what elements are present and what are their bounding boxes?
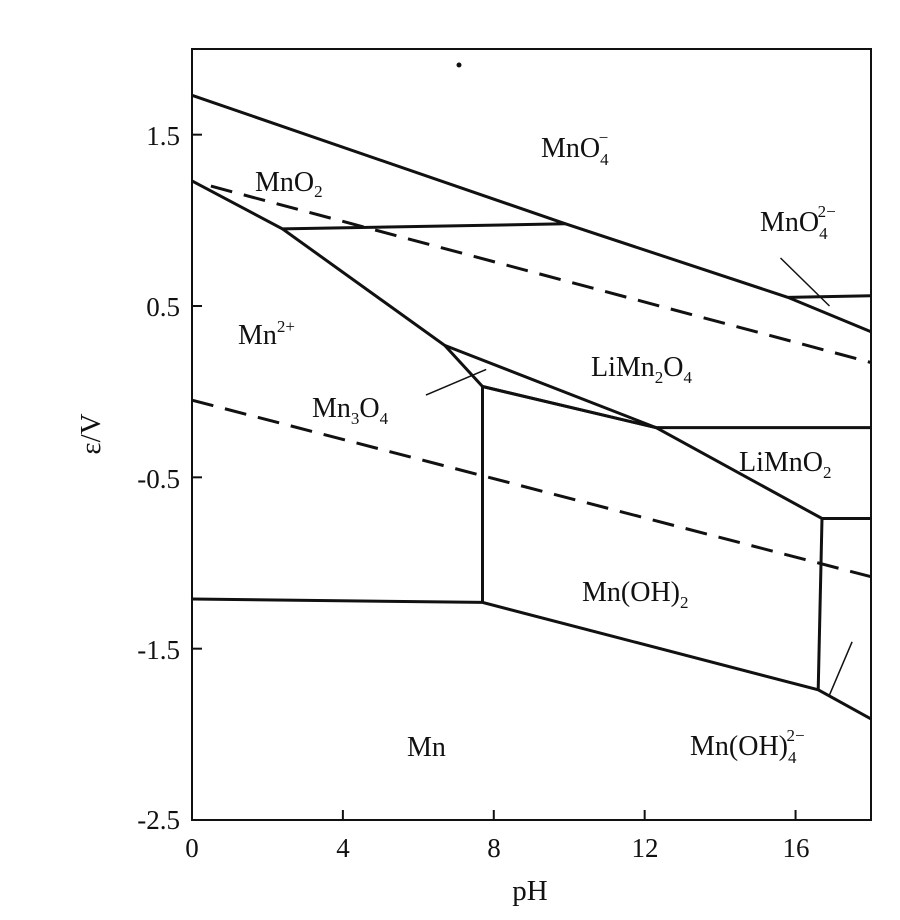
region-label-mn: Mn: [407, 732, 446, 763]
label-base: Mn(OH): [690, 731, 788, 762]
mno4-upper-line: [191, 93, 872, 334]
label-subscript: 4: [600, 150, 609, 169]
label-subscript: 4: [380, 409, 389, 428]
label-base: Mn: [312, 393, 351, 424]
label-base: Mn: [238, 320, 277, 351]
x-tick-label: 4: [336, 833, 350, 863]
oxygen-line-line: [210, 184, 872, 364]
region-label-mn2plus: Mn2+: [238, 317, 295, 351]
label-base: MnO: [255, 167, 314, 198]
label-subscript: 4: [788, 748, 797, 767]
x-axis-title: pH: [512, 875, 548, 907]
label-base: LiMn: [591, 352, 655, 383]
hydrogen-line-line: [191, 398, 872, 579]
y-axis-title: ε/V: [75, 413, 107, 454]
stray-dot: [456, 62, 462, 68]
region-label-mn3o4: Mn3O4: [312, 393, 389, 428]
region-label-limn2o4: LiMn2O4: [591, 352, 693, 387]
label-tail: O: [359, 393, 379, 424]
label-subscript: 2: [314, 182, 323, 201]
label-base: Mn(OH): [582, 577, 680, 608]
label-subscript: 3: [351, 409, 360, 428]
label-base: MnO: [760, 207, 819, 238]
limn2o4-upper-line: [444, 344, 657, 429]
region-label-mno4-2minus: MnO4 2−: [760, 202, 836, 243]
mno2-mno4-line: [282, 222, 566, 231]
label-base: LiMnO: [739, 447, 823, 478]
label-subscript: 2: [823, 463, 832, 482]
region-label-mnoh2: Mn(OH)2: [582, 577, 689, 612]
region-label-mno2: MnO2: [255, 167, 323, 201]
label-tail: O: [663, 352, 683, 383]
mnoh4-vertical-line: [816, 518, 824, 690]
limn2o4-lower-line: [482, 385, 871, 430]
label-superscript: 2−: [818, 202, 836, 221]
plot-frame: [191, 48, 872, 821]
label-superscript: −: [599, 128, 609, 147]
axis-ticks: [191, 133, 797, 821]
label-subscript: 2: [655, 368, 664, 387]
x-tick-label: 8: [487, 833, 501, 863]
region-label-limno2: LiMnO2: [739, 447, 832, 482]
mnoh4-line: [828, 641, 853, 696]
label-base: MnO: [541, 133, 600, 164]
region-label-mnoh4: Mn(OH)4 2−: [690, 726, 805, 767]
y-tick-label: -2.5: [137, 805, 180, 835]
label-subscript: 4: [684, 368, 693, 387]
label-base: Mn: [407, 732, 446, 763]
mno4-2-line: [779, 257, 831, 307]
region-label-mno4-minus: MnO4 −: [541, 128, 609, 169]
y-tick-labels: 1.5 0.5 -0.5 -1.5 -2.5: [137, 121, 180, 835]
y-tick-label: 1.5: [146, 121, 180, 151]
x-tick-label: 16: [783, 833, 810, 863]
dashed-reference-lines: [191, 184, 872, 579]
label-superscript: 2−: [787, 726, 805, 745]
x-tick-labels: 0 4 8 12 16: [185, 833, 809, 863]
x-tick-label: 12: [632, 833, 659, 863]
label-subscript: 2: [680, 593, 689, 612]
y-tick-label: 0.5: [146, 292, 180, 322]
mn3o4-line: [425, 368, 487, 396]
mno4-mno4-2-line: [787, 294, 872, 299]
label-subscript: 4: [819, 224, 828, 243]
x-tick-label: 0: [185, 833, 199, 863]
label-leaders: [425, 257, 853, 696]
label-superscript: 2+: [277, 317, 295, 336]
boundary-lines: [191, 93, 872, 721]
mn-line-line: [191, 597, 872, 721]
y-tick-label: -1.5: [137, 635, 180, 665]
y-tick-label: -0.5: [137, 464, 180, 494]
